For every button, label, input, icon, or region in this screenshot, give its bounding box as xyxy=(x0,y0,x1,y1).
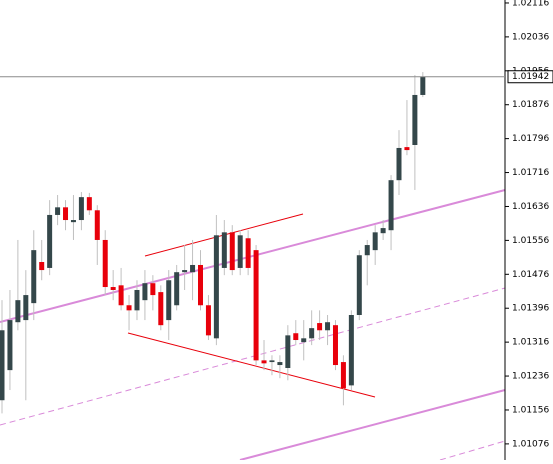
candle-body xyxy=(55,207,61,215)
candle-body xyxy=(15,300,21,323)
channel-line xyxy=(239,389,506,461)
trend-lines xyxy=(0,189,506,461)
candle-body xyxy=(380,228,386,234)
candle-body xyxy=(348,315,354,386)
y-tick-label: 1.01876 xyxy=(512,100,549,110)
candle-body xyxy=(158,292,164,326)
candle-body xyxy=(110,287,116,290)
candle-body xyxy=(39,262,45,271)
candle-body xyxy=(332,325,338,366)
candle-body xyxy=(102,239,108,288)
y-tick-label: 1.02116 xyxy=(512,0,549,8)
candle-body xyxy=(47,214,53,268)
candle-body xyxy=(63,207,69,221)
candle-body xyxy=(126,305,132,311)
wedge-line xyxy=(127,332,376,398)
candle-body xyxy=(198,264,203,306)
candle-body xyxy=(94,210,100,240)
candle-body xyxy=(229,232,235,271)
candle-body xyxy=(182,270,188,273)
candle-body xyxy=(372,232,378,251)
candle-body xyxy=(190,264,196,273)
y-tick-label: 1.01156 xyxy=(512,405,549,415)
candle-body xyxy=(23,295,29,321)
candle-body xyxy=(7,320,13,371)
candle-body xyxy=(205,305,211,336)
candle-body xyxy=(309,328,315,339)
y-tick-label: 1.01076 xyxy=(512,439,549,449)
candle-body xyxy=(396,147,402,181)
candle-body xyxy=(364,245,370,256)
candle-body xyxy=(150,283,156,296)
candle-body xyxy=(221,232,227,268)
candle-body xyxy=(325,322,331,331)
candle-body xyxy=(340,362,346,389)
candle-body xyxy=(142,283,148,301)
channel-line xyxy=(439,440,506,461)
y-tick-label: 1.01396 xyxy=(512,304,549,314)
y-tick-label: 1.01316 xyxy=(512,338,549,348)
channel-line xyxy=(0,189,506,323)
y-tick-label: 1.01556 xyxy=(512,236,549,246)
y-tick-label: 1.01636 xyxy=(512,202,549,212)
candle-body xyxy=(356,255,362,316)
y-tick-label: 1.02036 xyxy=(512,32,549,42)
candle-body xyxy=(317,323,323,331)
candle-body xyxy=(31,250,37,304)
candle-body xyxy=(78,197,84,221)
candle-body xyxy=(253,250,259,361)
candle-body xyxy=(118,285,124,306)
channel-line xyxy=(0,287,506,426)
candle-body xyxy=(412,94,418,145)
candle-body xyxy=(285,335,291,368)
candle-body xyxy=(293,333,299,341)
y-tick-label: 1.01236 xyxy=(512,372,549,382)
current-price-label: 1.01942 xyxy=(512,72,549,82)
candle-body xyxy=(86,197,92,211)
candle-body xyxy=(166,280,172,321)
candle-body xyxy=(134,289,140,311)
candle-body xyxy=(237,235,243,268)
candle-body xyxy=(0,330,5,401)
candle-body xyxy=(245,238,251,268)
candle-body xyxy=(388,180,394,231)
candle-body xyxy=(213,235,219,339)
candle-body xyxy=(174,272,180,306)
candle-body xyxy=(420,76,426,95)
y-tick-label: 1.01716 xyxy=(512,168,549,178)
candle-body xyxy=(70,220,76,223)
candle-body xyxy=(301,338,307,343)
candle-body xyxy=(277,362,283,366)
candle-body xyxy=(404,147,410,151)
y-tick-label: 1.01476 xyxy=(512,270,549,280)
candle-body xyxy=(261,360,267,364)
y-tick-label: 1.01796 xyxy=(512,134,549,144)
current-price-box xyxy=(507,70,553,84)
candle-body xyxy=(269,360,275,363)
